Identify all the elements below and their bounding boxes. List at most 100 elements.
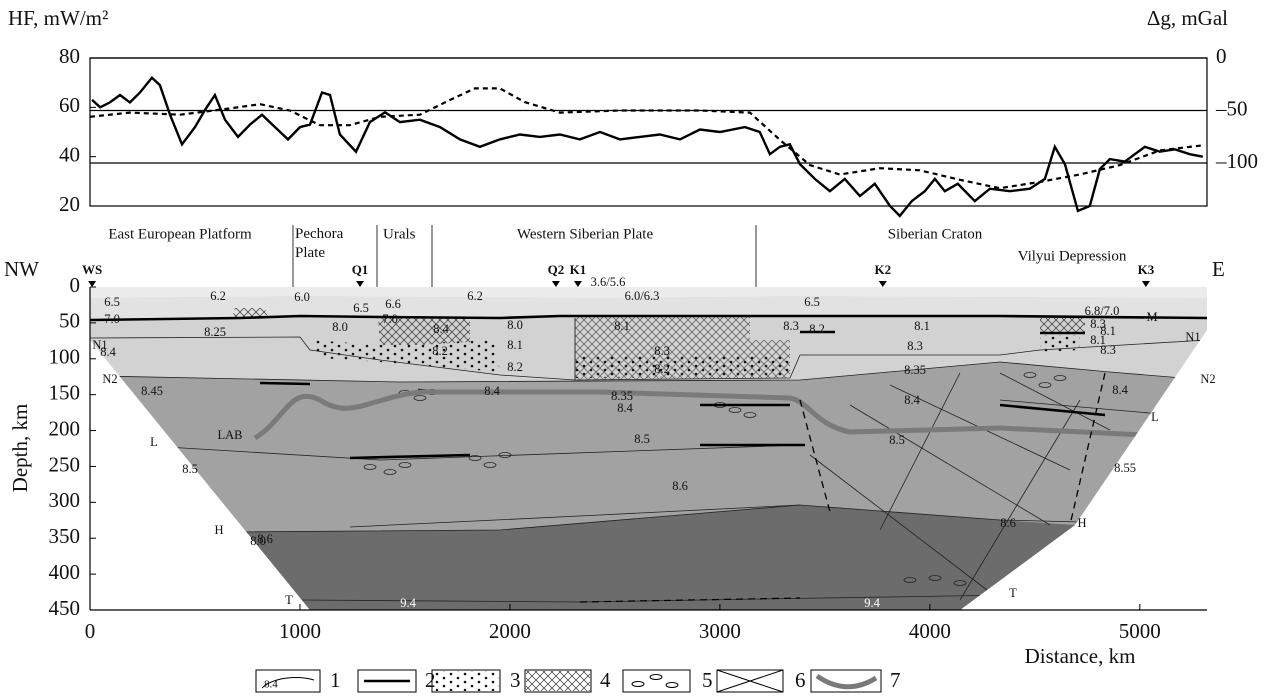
section-label: 8.6 [257, 532, 273, 546]
station-label: K1 [570, 262, 587, 277]
section-label: 8.1 [614, 319, 630, 333]
legend-label: 7 [890, 668, 901, 692]
region-label: East European Platform [108, 226, 252, 242]
station-label: Q2 [548, 262, 565, 277]
y-tick-label: 100 [49, 345, 81, 369]
section-label: T [285, 593, 293, 607]
section-label: 8.6 [672, 479, 688, 493]
legend-label: 6 [795, 668, 806, 692]
section-label: H [1077, 516, 1086, 530]
x-tick-label: 0 [85, 619, 96, 643]
page: {"chart_data": [ {"type": "line", "y_lab… [0, 0, 1279, 696]
section-label: 8.2 [507, 360, 523, 374]
section-label: H [214, 523, 223, 537]
section-layers [90, 287, 1207, 610]
section-label: 8.25 [204, 325, 226, 339]
x-tick-label: 1000 [279, 619, 321, 643]
depth-axis-title: Depth, km [8, 404, 32, 493]
data-line [90, 88, 1205, 188]
section-label: 8.1 [914, 319, 930, 333]
section-label: 8.4 [617, 401, 633, 415]
y2-tick-label: 0 [1216, 44, 1227, 68]
section-label: 8.0 [332, 320, 348, 334]
section-label: 8.5 [889, 433, 905, 447]
x-tick-label: 2000 [489, 619, 531, 643]
section-label: 8.3 [1100, 343, 1116, 357]
y2-tick-label: –50 [1215, 96, 1248, 120]
section-label: 9.4 [864, 596, 880, 610]
legend-samples [256, 670, 881, 692]
x-tick-label: 3000 [699, 619, 741, 643]
legend-label: 2 [425, 668, 436, 692]
section-label: 8.1 [507, 338, 523, 352]
section-label: 6.5 [353, 301, 369, 315]
section-label: 7.0 [104, 312, 120, 326]
section-label: 6.0/6.3 [625, 289, 660, 303]
end-label: NW [4, 257, 39, 281]
legend-label: 1 [330, 668, 341, 692]
section-label: 8.4 [433, 322, 449, 336]
legend-label: 3 [510, 668, 521, 692]
section-label: LAB [218, 428, 243, 442]
section-label: 6.8/7.0 [1085, 304, 1120, 318]
section-label: 3.6/5.6 [591, 275, 626, 289]
section-label: 8.45 [141, 384, 163, 398]
region-label: Vilyui Depression [1018, 248, 1127, 264]
y-tick-label: 300 [49, 488, 81, 512]
y-tick-label: 50 [59, 309, 80, 333]
section-label: N1 [1185, 330, 1200, 344]
section-label: 8.6 [1000, 516, 1016, 530]
section-label: 8.2 [654, 362, 670, 376]
y-tick-label: 450 [49, 596, 81, 620]
section-label: 8.5 [634, 432, 650, 446]
data-line [92, 78, 1203, 216]
x-axis-title: Distance, km [1025, 644, 1136, 668]
section-label: 8.0 [507, 318, 523, 332]
section-label: T [1009, 586, 1017, 600]
section-label: 8.3 [907, 339, 923, 353]
section-label: 6.5 [804, 295, 820, 309]
station-label: WS [82, 262, 102, 277]
legend-label: 4 [600, 668, 611, 692]
section-label: 6.0 [294, 290, 310, 304]
y-tick-label: 40 [59, 142, 80, 166]
section-label: M [1146, 310, 1157, 324]
region-label: Western Siberian Plate [517, 226, 654, 242]
section-label: 6.5 [104, 295, 120, 309]
section-label: N2 [102, 372, 117, 386]
section-label: 6.6 [385, 297, 401, 311]
y-tick-label: 80 [59, 44, 80, 68]
station-marker [879, 281, 887, 287]
y-tick-label: 200 [49, 416, 81, 440]
station-label: Q1 [352, 262, 369, 277]
station-label: K3 [1138, 262, 1155, 277]
y-tick-label: 350 [49, 524, 81, 548]
section-label: 8.2 [432, 344, 448, 358]
legend-sample-label: 8.4 [264, 679, 278, 691]
y-tick-label: 250 [49, 452, 81, 476]
section-label: 8.4 [1112, 383, 1128, 397]
region-label: Urals [383, 226, 416, 242]
region-label: Siberian Craton [888, 226, 983, 242]
y-tick-label: 0 [70, 273, 81, 297]
y-axis-title: HF, mW/m² [8, 6, 108, 30]
section-label: 8.4 [904, 393, 920, 407]
section-label: 8.35 [904, 363, 926, 377]
station-marker [552, 281, 560, 287]
x-tick-label: 5000 [1119, 619, 1161, 643]
station-marker [88, 281, 96, 287]
section-label: 8.3 [783, 319, 799, 333]
figure: HF, mW/m² Δg, mGal Distance, km Depth, k… [0, 0, 1279, 696]
y-tick-label: 60 [59, 93, 80, 117]
station-label: K2 [875, 262, 892, 277]
y-tick-label: 400 [49, 560, 81, 584]
y-tick-label: 20 [59, 192, 80, 216]
y-tick-label: 150 [49, 380, 81, 404]
section-label: N2 [1200, 372, 1215, 386]
section-label: 8.55 [1114, 461, 1136, 475]
x-tick-label: 4000 [909, 619, 951, 643]
station-marker [356, 281, 364, 287]
section-label: 6.2 [210, 289, 226, 303]
section-label: 8.3 [654, 344, 670, 358]
